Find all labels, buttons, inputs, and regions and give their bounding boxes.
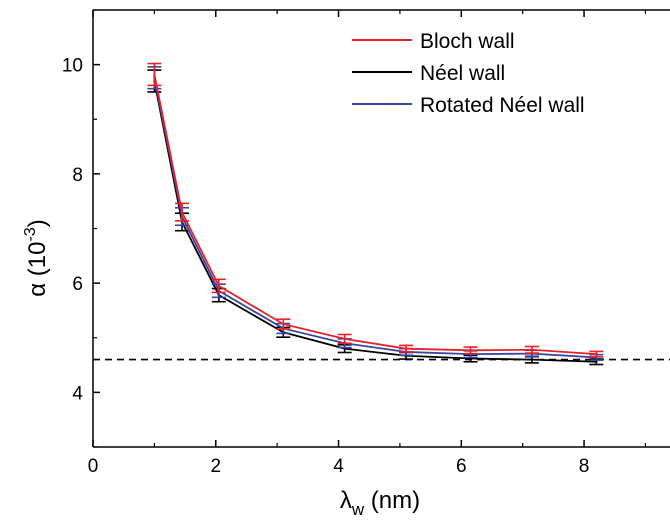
legend: Bloch wall Néel wall Rotated Néel wall: [352, 30, 585, 117]
data-point: [180, 210, 184, 214]
x-tick-label: 6: [456, 456, 467, 477]
x-tick-label: 0: [88, 456, 99, 477]
series-line: [153, 80, 597, 363]
x-axis-label: λw (nm): [340, 487, 420, 519]
x-tick-label: 4: [333, 456, 344, 477]
data-point: [343, 337, 346, 341]
data-point: [153, 73, 156, 76]
x-tick-label: 2: [210, 456, 221, 477]
data-point: [595, 352, 598, 356]
series-bloch-wall: [147, 62, 604, 358]
y-tick-label: 10: [62, 56, 83, 77]
legend-label: Rotated Néel wall: [420, 94, 585, 117]
data-point: [217, 284, 221, 288]
series-layer: [147, 62, 604, 366]
y-axis-ticks: 4 6 8 10: [62, 9, 100, 448]
data-point: [530, 358, 534, 361]
plot-frame: [92, 9, 670, 448]
data-point: [595, 360, 598, 363]
y-tick-label: 6: [72, 274, 83, 295]
y-axis-label: α (10-3): [22, 219, 51, 296]
x-tick-label: 8: [579, 456, 590, 477]
y-tick-label: 8: [72, 165, 83, 186]
data-point: [282, 322, 285, 326]
legend-label: Bloch wall: [420, 30, 515, 53]
legend-label: Néel wall: [420, 62, 505, 85]
series-line: [153, 77, 597, 359]
data-point: [404, 347, 408, 350]
data-point: [469, 349, 472, 352]
x-axis-ticks: 0 2 4 6 8: [88, 10, 647, 477]
y-tick-label: 4: [72, 383, 83, 404]
data-point: [530, 348, 534, 351]
